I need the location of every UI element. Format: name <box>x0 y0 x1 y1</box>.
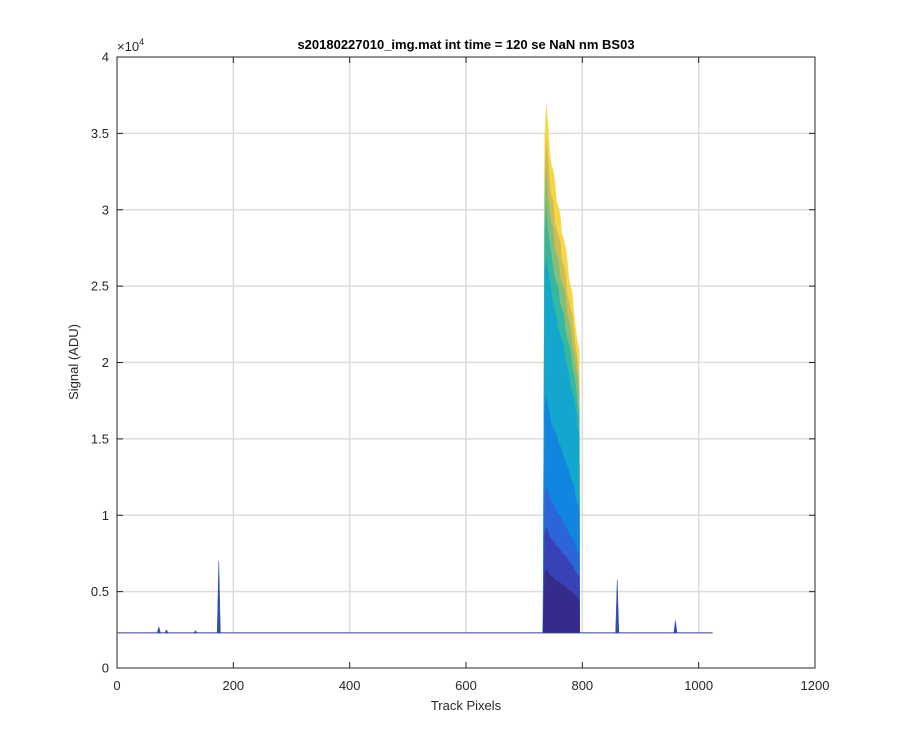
band-layer-0 <box>542 569 581 633</box>
y-tick-label: 3 <box>102 202 109 217</box>
spikes <box>156 561 678 634</box>
grid <box>117 57 815 668</box>
x-tick-label: 1000 <box>684 678 713 693</box>
y-exponent-power: 4 <box>139 37 144 47</box>
band-layers <box>542 102 581 635</box>
y-tick-label: 2.5 <box>91 279 109 294</box>
y-tick-label: 0.5 <box>91 584 109 599</box>
y-tick-label: 3.5 <box>91 126 109 141</box>
x-ticks: 0 200 400 600 800 1000 1200 <box>113 57 829 693</box>
y-axis-label: Signal (ADU) <box>66 324 81 400</box>
y-exponent-label: ×104 <box>117 37 144 54</box>
x-tick-label: 800 <box>571 678 593 693</box>
x-tick-label: 1200 <box>801 678 830 693</box>
spike-mark <box>156 625 161 634</box>
x-tick-label: 0 <box>113 678 120 693</box>
x-tick-label: 600 <box>455 678 477 693</box>
spike-mark <box>673 620 678 634</box>
spike-mark <box>164 629 169 634</box>
spike-mark <box>216 561 221 634</box>
spike-mark <box>193 630 198 634</box>
x-tick-label: 200 <box>222 678 244 693</box>
y-exponent-base: ×10 <box>117 39 139 54</box>
chart-title: s20180227010_img.mat int time = 120 se N… <box>297 37 634 52</box>
y-tick-label: 0 <box>102 661 109 676</box>
baseline-area <box>117 632 713 668</box>
y-tick-label: 1.5 <box>91 431 109 446</box>
y-ticks: 0 0.5 1 1.5 2 2.5 3 3.5 4 <box>91 50 815 676</box>
spike-mark <box>615 579 620 634</box>
y-tick-label: 1 <box>102 508 109 523</box>
baseline-layer <box>117 632 713 668</box>
y-tick-label: 2 <box>102 355 109 370</box>
plot-area <box>117 102 713 668</box>
x-axis-label: Track Pixels <box>431 698 502 713</box>
x-tick-label: 400 <box>339 678 361 693</box>
y-tick-label: 4 <box>102 50 109 65</box>
